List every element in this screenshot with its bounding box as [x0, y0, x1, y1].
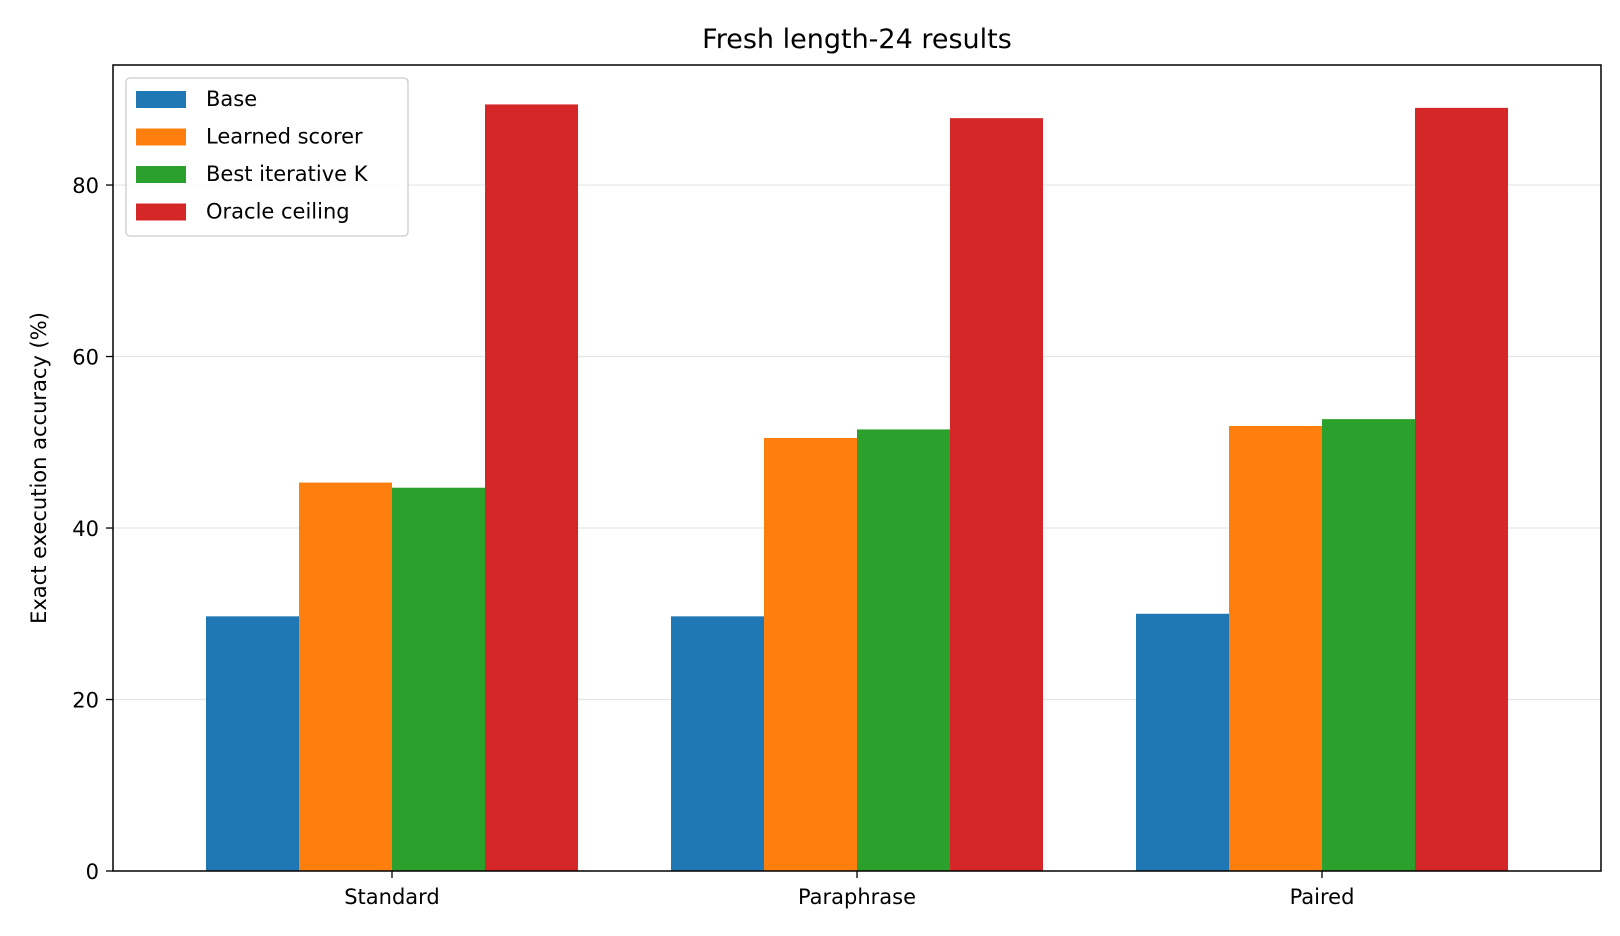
bar-base-paraphrase: [671, 616, 764, 871]
y-tick-label: 20: [72, 689, 99, 713]
bar-oracle-ceiling-paired: [1415, 107, 1508, 872]
bar-learned-scorer-standard: [299, 482, 392, 871]
legend-label: Oracle ceiling: [206, 200, 350, 224]
x-tick-label: Standard: [344, 885, 440, 909]
bar-best-iterative-k-paired: [1322, 419, 1415, 871]
legend-swatch: [136, 91, 186, 108]
legend-label: Base: [206, 87, 257, 111]
y-tick-label: 40: [72, 517, 99, 541]
bar-oracle-ceiling-paraphrase: [950, 118, 1043, 872]
legend-label: Best iterative K: [206, 162, 369, 186]
bar-learned-scorer-paired: [1229, 425, 1322, 871]
bars: [206, 104, 1508, 872]
legend-label: Learned scorer: [206, 125, 363, 149]
legend-swatch: [136, 203, 186, 221]
legend: Base Learned scorer Best iterative K Oracle…: [125, 77, 409, 237]
bar-best-iterative-k-paraphrase: [857, 429, 950, 871]
x-tick-label: Paired: [1290, 885, 1355, 909]
legend-swatch: [136, 166, 186, 183]
legend-box: [125, 77, 409, 237]
axis-ticks: 0 20 40 60 80 Standard Paraphrase Paired: [72, 174, 1354, 909]
bar-oracle-ceiling-standard: [485, 104, 578, 871]
bar-learned-scorer-paraphrase: [764, 437, 857, 871]
bar-best-iterative-k-standard: [392, 487, 485, 871]
bar-base-paired: [1136, 613, 1229, 871]
bar-base-standard: [206, 616, 299, 871]
legend-swatch: [136, 128, 186, 146]
y-tick-label: 0: [86, 860, 99, 884]
chart-title: Fresh length-24 results: [702, 24, 1012, 55]
y-tick-label: 80: [72, 174, 99, 198]
y-tick-label: 60: [72, 346, 99, 370]
x-tick-label: Paraphrase: [798, 885, 916, 909]
y-axis-label: Exact execution accuracy (%): [27, 312, 51, 624]
